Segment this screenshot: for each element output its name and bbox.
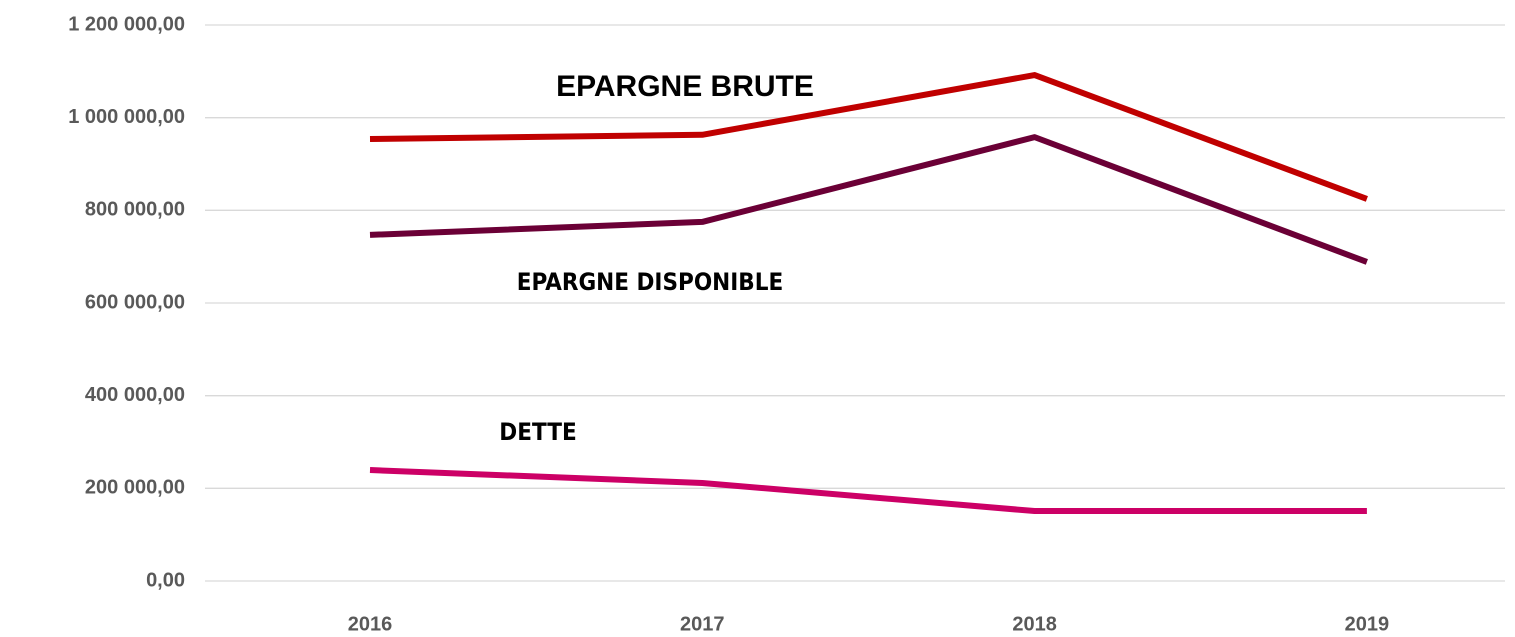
- y-tick-label: 1 200 000,00: [68, 13, 185, 35]
- x-tick-label: 2019: [1345, 613, 1390, 635]
- y-tick-label: 0,00: [146, 569, 185, 591]
- y-tick-label: 1 000 000,00: [68, 106, 185, 128]
- y-tick-label: 400 000,00: [85, 384, 185, 406]
- y-tick-label: 200 000,00: [85, 477, 185, 499]
- x-tick-label: 2018: [1012, 613, 1057, 635]
- x-tick-label: 2016: [348, 613, 393, 635]
- series-label: EPARGNE BRUTE: [556, 70, 814, 103]
- series-label: EPARGNE DISPONIBLE: [517, 268, 784, 296]
- y-tick-label: 600 000,00: [85, 291, 185, 313]
- series-label: DETTE: [499, 418, 576, 446]
- series-line: [369, 72, 1368, 202]
- x-tick-label: 2017: [680, 613, 725, 635]
- y-tick-label: 800 000,00: [85, 199, 185, 221]
- series-line: [369, 134, 1368, 265]
- series-line: [369, 467, 1367, 515]
